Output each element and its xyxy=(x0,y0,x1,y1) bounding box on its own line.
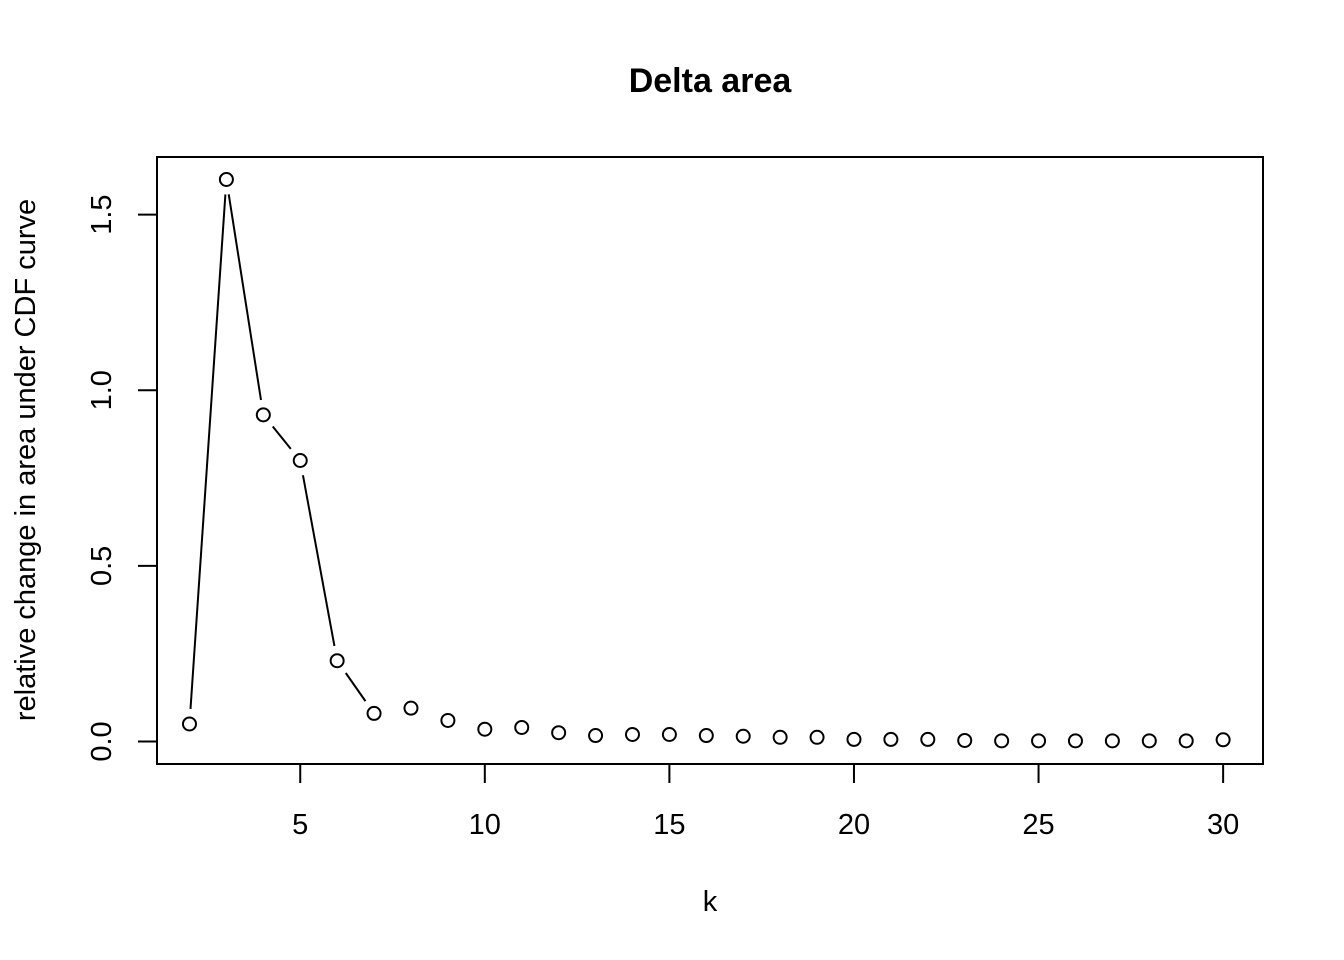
data-point xyxy=(957,732,973,748)
data-point xyxy=(883,731,899,747)
data-point xyxy=(1104,733,1120,749)
x-tick-label: 30 xyxy=(1207,809,1239,841)
y-axis: 0.0 0.5 1.0 1.5 xyxy=(86,194,158,762)
line-segment xyxy=(301,475,336,647)
x-tick-label: 15 xyxy=(653,809,685,841)
data-point xyxy=(1031,733,1047,749)
data-point xyxy=(661,726,677,742)
data-point xyxy=(1141,733,1157,749)
data-point xyxy=(920,731,936,747)
data-point xyxy=(366,705,382,721)
data-point xyxy=(1067,733,1083,749)
data-point xyxy=(403,700,419,716)
line-segment xyxy=(271,425,292,450)
series-line xyxy=(189,194,367,710)
series-points xyxy=(181,171,1231,749)
y-tick-label: 0.0 xyxy=(86,721,118,761)
line-segment xyxy=(227,194,262,401)
data-point xyxy=(1215,732,1231,748)
data-point xyxy=(846,731,862,747)
x-tick-label: 5 xyxy=(292,809,308,841)
x-axis-label: k xyxy=(703,886,718,918)
y-tick-label: 1.0 xyxy=(86,370,118,410)
data-point xyxy=(624,726,640,742)
data-point xyxy=(772,729,788,745)
x-tick-label: 10 xyxy=(469,809,501,841)
data-point xyxy=(255,407,271,423)
data-point xyxy=(588,728,604,744)
y-axis-label: relative change in area under CDF curve xyxy=(10,199,42,721)
x-tick-label: 20 xyxy=(838,809,870,841)
y-tick-label: 1.5 xyxy=(86,194,118,234)
y-tick-label: 0.5 xyxy=(86,546,118,586)
x-tick-label: 25 xyxy=(1022,809,1054,841)
data-point xyxy=(514,719,530,735)
data-point xyxy=(218,171,234,187)
plot-frame xyxy=(156,156,1264,765)
data-point xyxy=(551,725,567,741)
data-point xyxy=(698,728,714,744)
data-point xyxy=(735,728,751,744)
chart-title: Delta area xyxy=(629,62,793,100)
data-point xyxy=(809,729,825,745)
x-axis: 5 10 15 20 25 30 xyxy=(292,763,1239,841)
data-point xyxy=(329,653,345,669)
line-segment xyxy=(344,672,367,702)
data-point xyxy=(440,712,456,728)
data-point xyxy=(292,453,308,468)
data-point xyxy=(994,733,1010,749)
data-point xyxy=(477,721,493,737)
data-point xyxy=(181,716,197,732)
line-segment xyxy=(189,194,227,710)
data-point xyxy=(1178,733,1194,749)
